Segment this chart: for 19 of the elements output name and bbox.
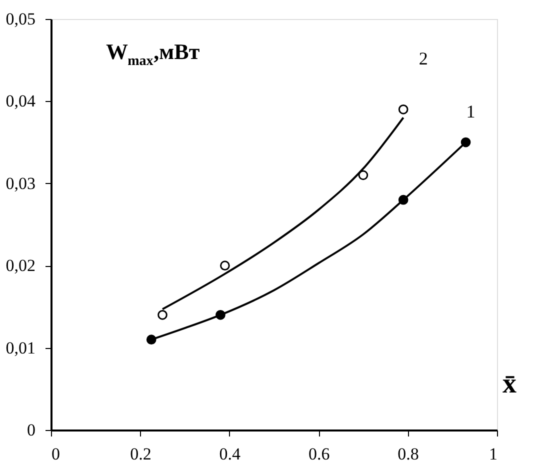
x-tick-label: 0.6: [308, 444, 330, 464]
x-tick-label: 0: [52, 444, 60, 464]
y-tick-label: 0,02: [6, 256, 36, 276]
y-tick-label: 0,03: [6, 174, 36, 193]
x-tick-label: 0.2: [130, 444, 152, 464]
x-tick-label: 0.8: [398, 444, 419, 464]
y-tick-label: 0,01: [6, 338, 36, 358]
x-axis-title: x̄: [502, 368, 516, 400]
point: [220, 260, 230, 271]
point: [158, 310, 168, 320]
y-tick-label: 0,04: [6, 92, 36, 111]
x-tick-label: 0.4: [219, 444, 242, 464]
series-label: 1: [466, 101, 476, 122]
y-tick-label: 0: [27, 420, 36, 440]
point: [398, 104, 408, 114]
text: 2: [418, 48, 428, 68]
point: [358, 170, 368, 180]
x-tick-label: 1: [489, 444, 498, 464]
y-tick-label: 0,05: [6, 10, 36, 28]
